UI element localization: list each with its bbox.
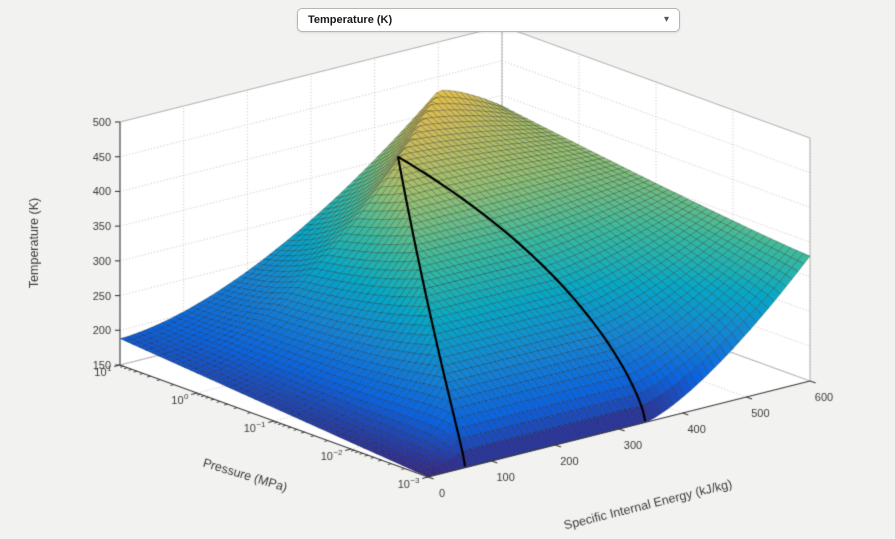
dropdown-arrow-icon: ▾: [663, 14, 669, 25]
plot-quantity-dropdown[interactable]: Temperature (K) ▾: [297, 8, 680, 32]
dropdown-value: Temperature (K): [308, 14, 393, 26]
